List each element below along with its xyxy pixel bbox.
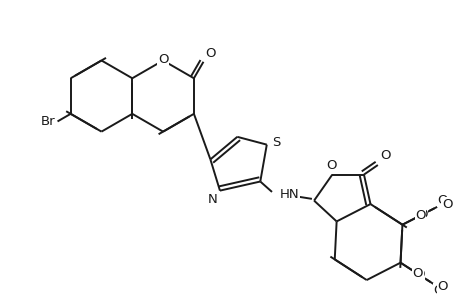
Text: O: O (413, 268, 424, 281)
Text: N: N (207, 193, 217, 206)
Text: O: O (380, 149, 390, 162)
Text: O: O (412, 267, 422, 280)
Text: Br: Br (41, 115, 55, 128)
Text: O: O (437, 194, 447, 207)
Text: O: O (437, 280, 447, 293)
Text: O: O (416, 208, 426, 221)
Text: O: O (441, 198, 451, 211)
Text: O: O (157, 53, 168, 66)
Text: O: O (205, 46, 216, 60)
Text: O: O (433, 284, 443, 297)
Text: O: O (325, 159, 336, 172)
Text: O: O (414, 209, 425, 222)
Text: S: S (271, 136, 280, 149)
Text: HN: HN (279, 188, 298, 202)
